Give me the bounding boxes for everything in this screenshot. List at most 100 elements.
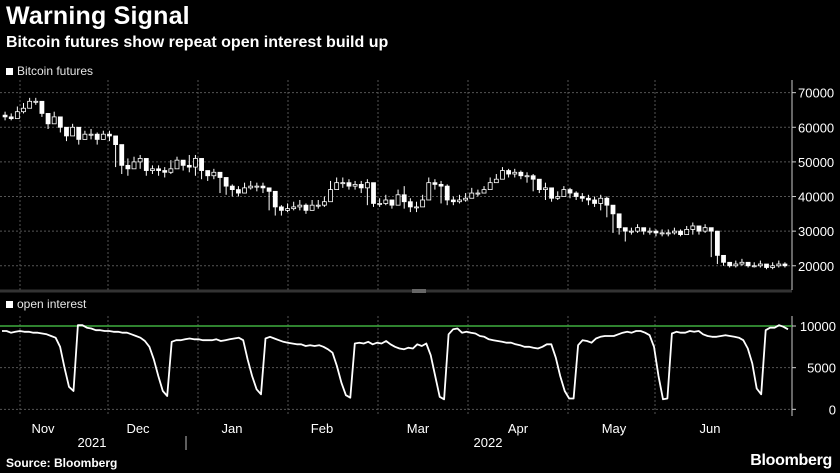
candle-body xyxy=(27,100,33,109)
y-tick-label-price: 70000 xyxy=(798,86,834,101)
candle-body xyxy=(481,189,487,194)
chart-title: Warning Signal xyxy=(6,2,190,30)
candle-body xyxy=(714,230,720,256)
legend-open-interest: open interest xyxy=(6,297,86,311)
candle-body xyxy=(592,199,597,204)
candle-body xyxy=(457,199,462,203)
candle-body xyxy=(782,263,788,267)
candle-body xyxy=(561,189,567,197)
legend-label-open-interest: open interest xyxy=(17,297,87,311)
candle-body xyxy=(512,171,518,175)
candle-body xyxy=(757,263,763,267)
candle-body xyxy=(248,185,254,189)
candle-body xyxy=(260,185,266,189)
y-tick-label-price: 20000 xyxy=(798,259,834,274)
candle-body xyxy=(696,225,702,232)
candle-body xyxy=(426,182,432,201)
candle-body xyxy=(321,201,327,206)
candle-body xyxy=(174,159,180,170)
candle-body xyxy=(266,187,272,192)
candle-body xyxy=(573,192,579,197)
candle-body xyxy=(21,107,26,113)
candle-body xyxy=(616,213,622,229)
candle-body xyxy=(641,227,647,232)
candle-body xyxy=(487,182,493,190)
x-year-label: 2022 xyxy=(474,435,503,450)
candle-body xyxy=(770,265,776,268)
candle-body xyxy=(432,182,438,185)
x-tick-label-month: Jan xyxy=(222,421,243,436)
candle-body xyxy=(414,206,419,209)
candle-body xyxy=(745,261,751,267)
candle-body xyxy=(45,113,51,125)
candle-body xyxy=(88,133,94,136)
x-tick-label-month: Nov xyxy=(31,421,55,436)
legend-price: Bitcoin futures xyxy=(6,64,93,78)
candle-body xyxy=(39,100,45,114)
candle-body xyxy=(156,168,161,171)
panel-resize-handle xyxy=(412,289,426,293)
candle-body xyxy=(463,197,469,201)
bloomberg-logo: Bloomberg xyxy=(750,452,832,469)
candle-body xyxy=(708,227,714,232)
candle-body xyxy=(352,184,358,187)
candle-body xyxy=(506,170,511,175)
open-interest-line xyxy=(2,324,789,401)
candle-body xyxy=(659,232,665,235)
candle-body xyxy=(223,177,229,187)
candle-body xyxy=(82,133,88,140)
candle-body xyxy=(586,197,591,201)
candle-body xyxy=(733,263,739,267)
candle-body xyxy=(64,126,69,137)
legend-label-price: Bitcoin futures xyxy=(17,64,94,78)
candle-body xyxy=(346,182,352,187)
candle-body xyxy=(622,227,628,232)
y-tick-label-price: 50000 xyxy=(798,155,834,170)
candle-body xyxy=(168,168,174,173)
candle-body xyxy=(285,208,290,211)
candle-body xyxy=(395,194,401,206)
candle-body xyxy=(143,158,149,171)
candle-body xyxy=(604,197,610,206)
candle-body xyxy=(635,227,640,232)
candle-body xyxy=(100,133,106,140)
candle-body xyxy=(665,232,671,235)
chart-subtitle: Bitcoin futures show repeat open interes… xyxy=(6,34,389,51)
x-tick-label-month: Jun xyxy=(700,421,721,436)
candle-body xyxy=(672,230,677,234)
candle-body xyxy=(389,199,395,206)
y-tick-label-price: 40000 xyxy=(798,190,834,205)
candle-body xyxy=(150,168,155,171)
x-year-label: 2021 xyxy=(78,435,107,450)
x-tick-label-month: May xyxy=(602,421,627,436)
candle-body xyxy=(162,170,168,173)
candle-body xyxy=(186,164,192,168)
candle-body xyxy=(536,178,542,190)
legend-swatch-open-interest xyxy=(6,300,13,308)
candle-body xyxy=(684,229,690,236)
candle-body xyxy=(543,187,548,190)
candle-body xyxy=(364,182,370,189)
candle-body xyxy=(279,206,284,211)
candle-body xyxy=(610,204,616,215)
candle-body xyxy=(199,158,204,171)
candle-body xyxy=(217,171,223,178)
candle-body xyxy=(567,189,573,194)
candle-body xyxy=(76,126,82,140)
y-tick-label-price: 60000 xyxy=(798,120,834,135)
candle-body xyxy=(119,144,125,166)
candle-body xyxy=(211,171,217,177)
candle-body xyxy=(653,230,659,234)
y-tick-label-price: 30000 xyxy=(798,224,834,239)
candle-body xyxy=(242,187,247,194)
candle-body xyxy=(629,230,634,233)
candle-body xyxy=(776,263,782,267)
candle-body xyxy=(291,206,297,210)
candle-body xyxy=(2,114,8,118)
candle-body xyxy=(51,116,57,125)
candle-body xyxy=(254,185,260,188)
candle-body xyxy=(407,201,413,208)
candle-body xyxy=(549,187,554,199)
candle-body xyxy=(236,189,241,194)
